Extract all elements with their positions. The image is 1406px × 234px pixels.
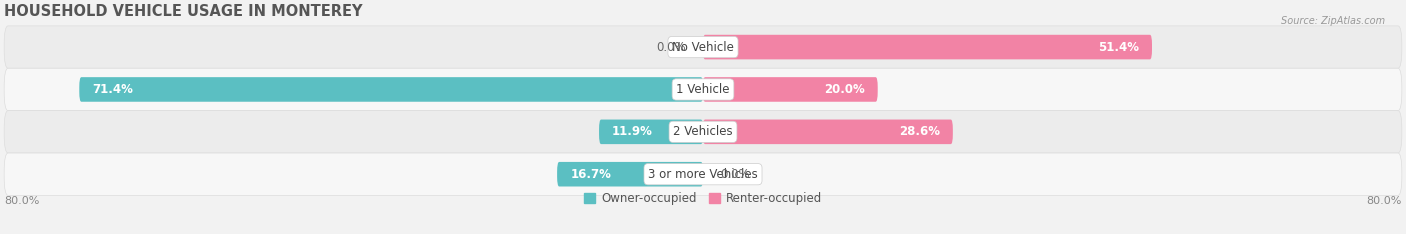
FancyBboxPatch shape [4,111,1402,153]
FancyBboxPatch shape [599,120,703,144]
Text: 16.7%: 16.7% [571,168,612,181]
FancyBboxPatch shape [4,153,1402,195]
FancyBboxPatch shape [703,35,1152,59]
Text: 11.9%: 11.9% [612,125,652,138]
Text: 0.0%: 0.0% [657,40,686,54]
Text: 80.0%: 80.0% [4,196,39,206]
Text: 51.4%: 51.4% [1098,40,1139,54]
FancyBboxPatch shape [4,68,1402,111]
FancyBboxPatch shape [4,26,1402,68]
Text: 80.0%: 80.0% [1367,196,1402,206]
FancyBboxPatch shape [79,77,703,102]
Text: 28.6%: 28.6% [898,125,939,138]
Text: 3 or more Vehicles: 3 or more Vehicles [648,168,758,181]
Text: 1 Vehicle: 1 Vehicle [676,83,730,96]
Text: 71.4%: 71.4% [93,83,134,96]
Legend: Owner-occupied, Renter-occupied: Owner-occupied, Renter-occupied [579,187,827,210]
Text: HOUSEHOLD VEHICLE USAGE IN MONTEREY: HOUSEHOLD VEHICLE USAGE IN MONTEREY [4,4,363,19]
Text: Source: ZipAtlas.com: Source: ZipAtlas.com [1281,16,1385,26]
Text: 2 Vehicles: 2 Vehicles [673,125,733,138]
FancyBboxPatch shape [557,162,703,186]
Text: 20.0%: 20.0% [824,83,865,96]
FancyBboxPatch shape [703,77,877,102]
Text: No Vehicle: No Vehicle [672,40,734,54]
FancyBboxPatch shape [703,120,953,144]
Text: 0.0%: 0.0% [720,168,749,181]
